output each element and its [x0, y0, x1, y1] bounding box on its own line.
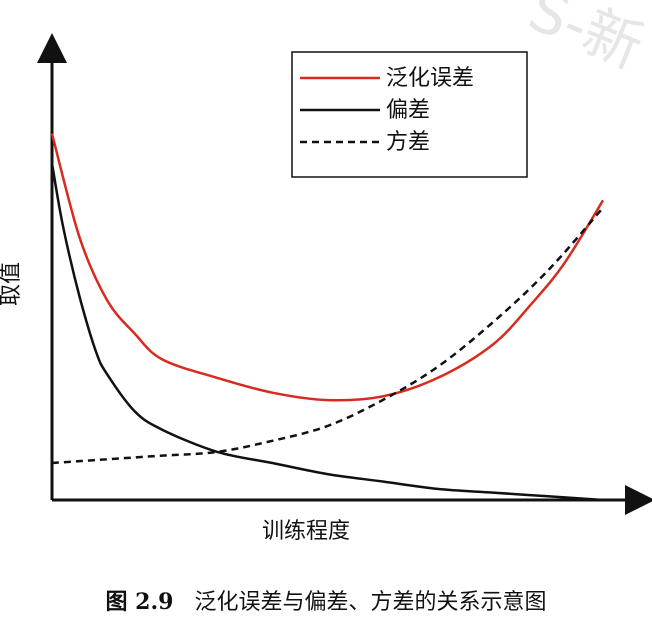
series-line-3 — [51, 206, 604, 465]
legend-label-1: 泛化误差 — [386, 66, 474, 91]
x-axis-label: 训练程度 — [262, 519, 350, 544]
caption-text: 泛化误差与偏差、方差的关系示意图 — [194, 590, 547, 615]
axes — [37, 33, 652, 515]
legend-label-2: 偏差 — [386, 98, 430, 123]
caption-number: 图 2.9 — [105, 589, 174, 615]
figure-caption: 图 2.9 泛化误差与偏差、方差的关系示意图 — [0, 584, 652, 616]
legend-label-3: 方差 — [386, 130, 430, 155]
series-layer — [50, 133, 605, 502]
legend-box — [291, 51, 528, 178]
series-line-1 — [50, 133, 605, 402]
series-line-2 — [50, 163, 604, 502]
y-axis-label: 取值 — [0, 262, 24, 306]
